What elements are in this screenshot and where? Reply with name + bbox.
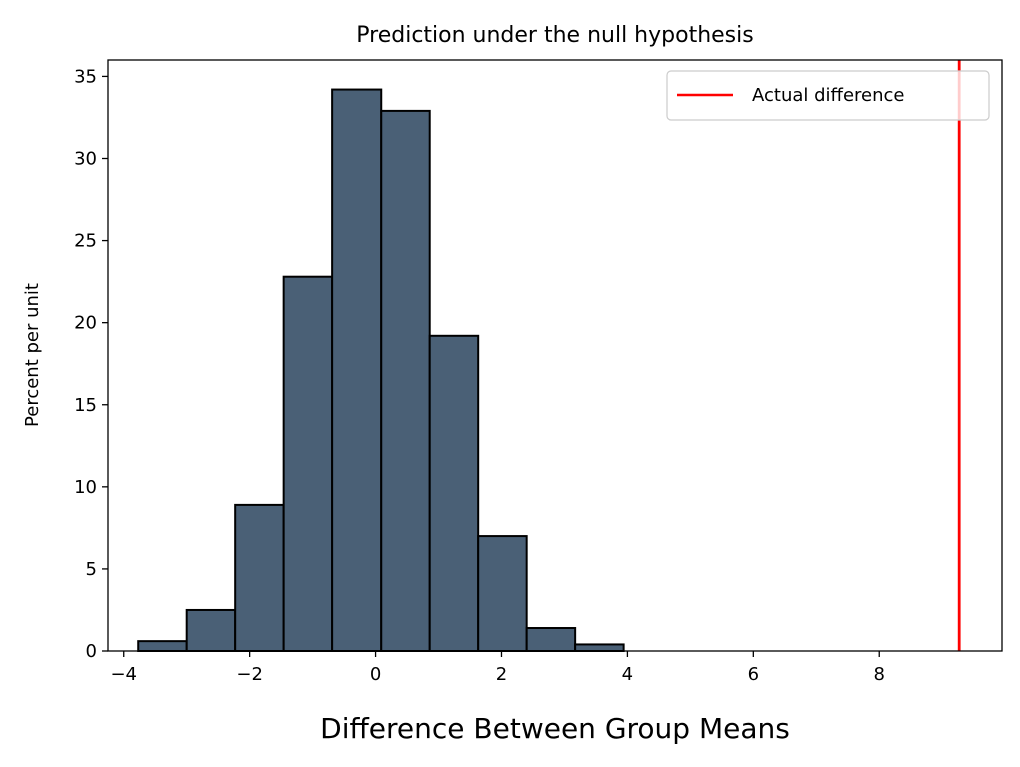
x-axis-ticks: −4 −2 0 2 4 6 8: [110, 651, 885, 685]
x-tick-label: 8: [874, 664, 885, 685]
histogram-bar-7: [428, 334, 480, 652]
y-tick-label: 10: [74, 477, 97, 498]
histogram-bar-1: [137, 640, 188, 653]
histogram-bar-6: [380, 109, 431, 653]
legend-entry-actual-difference: Actual difference: [752, 85, 904, 106]
legend-box: [666, 70, 990, 121]
x-tick-label: −2: [236, 664, 263, 685]
y-tick-label: 0: [86, 641, 97, 662]
histogram-bar-10: [574, 643, 625, 653]
y-tick-label: 15: [74, 395, 97, 416]
histogram-bar-8: [477, 535, 528, 652]
histogram-bar-9: [525, 627, 577, 652]
y-axis-label: Percent per unit: [22, 283, 43, 427]
histogram-bar-5: [331, 88, 383, 653]
x-tick-label: 0: [370, 664, 381, 685]
chart-title: Prediction under the null hypothesis: [356, 23, 753, 48]
y-tick-label: 20: [74, 313, 97, 334]
histogram-bar-4: [282, 275, 334, 652]
histogram-bars: [137, 88, 625, 653]
y-tick-label: 25: [74, 231, 97, 252]
x-axis-label: Difference Between Group Means: [320, 712, 790, 745]
histogram-bar-3: [234, 503, 285, 652]
y-axis-ticks: 0 5 10 15 20 25 30 35: [74, 66, 108, 662]
y-tick-label: 30: [74, 149, 97, 170]
y-tick-label: 35: [74, 66, 97, 87]
legend: Actual difference: [666, 70, 990, 121]
x-tick-label: 6: [748, 664, 759, 685]
x-tick-label: 2: [496, 664, 507, 685]
y-tick-label: 5: [86, 559, 97, 580]
x-tick-label: −4: [110, 664, 137, 685]
plot-frame: [107, 59, 1003, 652]
x-tick-label: 4: [622, 664, 633, 685]
histogram-bar-2: [185, 608, 237, 652]
